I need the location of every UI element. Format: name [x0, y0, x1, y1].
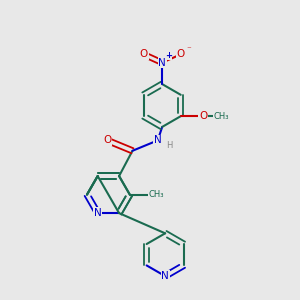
Text: N: N — [161, 271, 169, 281]
Text: O: O — [176, 50, 185, 59]
Text: O: O — [103, 135, 111, 146]
Text: CH₃: CH₃ — [148, 190, 164, 199]
Text: H: H — [166, 141, 172, 150]
Text: N: N — [154, 135, 162, 146]
Text: N: N — [94, 208, 102, 218]
Text: +: + — [165, 51, 172, 60]
Text: O: O — [199, 111, 207, 121]
Text: ⁻: ⁻ — [187, 45, 191, 54]
Text: N: N — [158, 58, 166, 68]
Text: O: O — [140, 50, 148, 59]
Text: CH₃: CH₃ — [214, 112, 229, 121]
